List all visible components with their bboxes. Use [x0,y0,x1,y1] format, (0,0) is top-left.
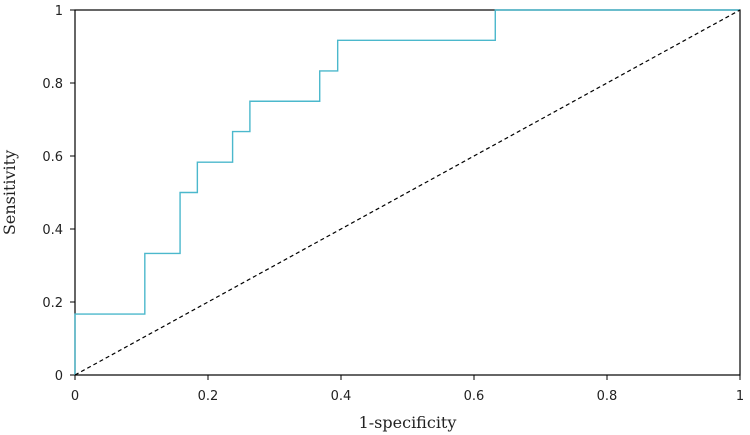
y-tick-label: 1 [55,4,63,19]
y-tick-label: 0.6 [42,150,63,165]
y-axis-title: Sensitivity [0,150,19,235]
x-axis-ticks: 0 0.2 0.4 0.6 0.8 1 [71,375,744,404]
plot-frame [74,9,741,376]
x-tick-label: 0.2 [198,389,219,404]
x-tick-label: 1 [736,389,744,404]
x-tick-label: 0.4 [331,389,352,404]
y-tick-label: 0.4 [42,223,63,238]
roc-curve-line [74,9,740,375]
x-tick-label: 0.6 [464,389,485,404]
x-tick-label: 0.8 [597,389,618,404]
y-tick-label: 0 [55,369,63,384]
reference-diagonal-line [74,9,741,376]
x-tick-label: 0 [71,389,79,404]
y-axis-ticks: 0 0.2 0.4 0.6 0.8 1 [42,4,75,384]
y-tick-label: 0.2 [42,296,63,311]
y-tick-label: 0.8 [42,77,63,92]
plot-border [74,9,741,376]
x-axis-title: 1-specificity [359,413,457,432]
series-layer [74,9,741,376]
